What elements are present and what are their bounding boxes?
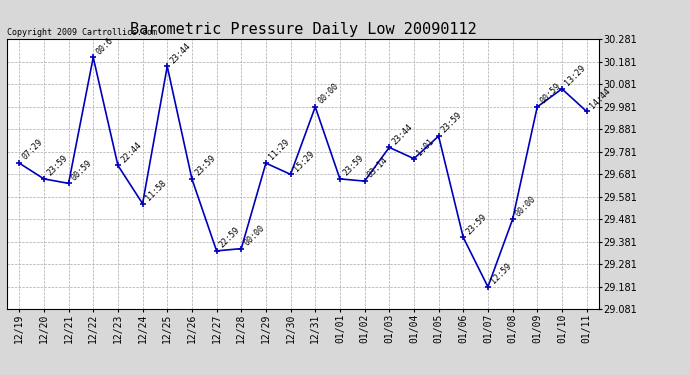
Text: 22:59: 22:59: [218, 225, 242, 249]
Text: 23:44: 23:44: [168, 41, 193, 65]
Text: 00:00: 00:00: [317, 81, 341, 105]
Text: 11:58: 11:58: [144, 178, 168, 202]
Text: 00:59: 00:59: [539, 81, 562, 105]
Text: 00:59: 00:59: [70, 158, 94, 182]
Text: Copyright 2009 Cartrollics.com: Copyright 2009 Cartrollics.com: [7, 28, 157, 37]
Text: 23:59: 23:59: [440, 111, 464, 135]
Title: Barometric Pressure Daily Low 20090112: Barometric Pressure Daily Low 20090112: [130, 22, 476, 37]
Text: 1:01: 1:01: [415, 137, 436, 157]
Text: 03:14: 03:14: [366, 156, 390, 180]
Text: 13:29: 13:29: [563, 63, 587, 87]
Text: 23:59: 23:59: [46, 153, 69, 177]
Text: 00:6: 00:6: [95, 36, 115, 56]
Text: 14:44: 14:44: [588, 86, 612, 110]
Text: 15:29: 15:29: [292, 149, 316, 173]
Text: 00:00: 00:00: [514, 194, 538, 218]
Text: 12:59: 12:59: [489, 261, 513, 285]
Text: 23:59: 23:59: [464, 212, 489, 236]
Text: 23:59: 23:59: [193, 153, 217, 177]
Text: 22:44: 22:44: [119, 140, 144, 164]
Text: 23:59: 23:59: [342, 153, 365, 177]
Text: 00:00: 00:00: [243, 223, 266, 247]
Text: 23:44: 23:44: [391, 122, 415, 146]
Text: 07:29: 07:29: [21, 138, 45, 162]
Text: 11:29: 11:29: [267, 138, 291, 162]
